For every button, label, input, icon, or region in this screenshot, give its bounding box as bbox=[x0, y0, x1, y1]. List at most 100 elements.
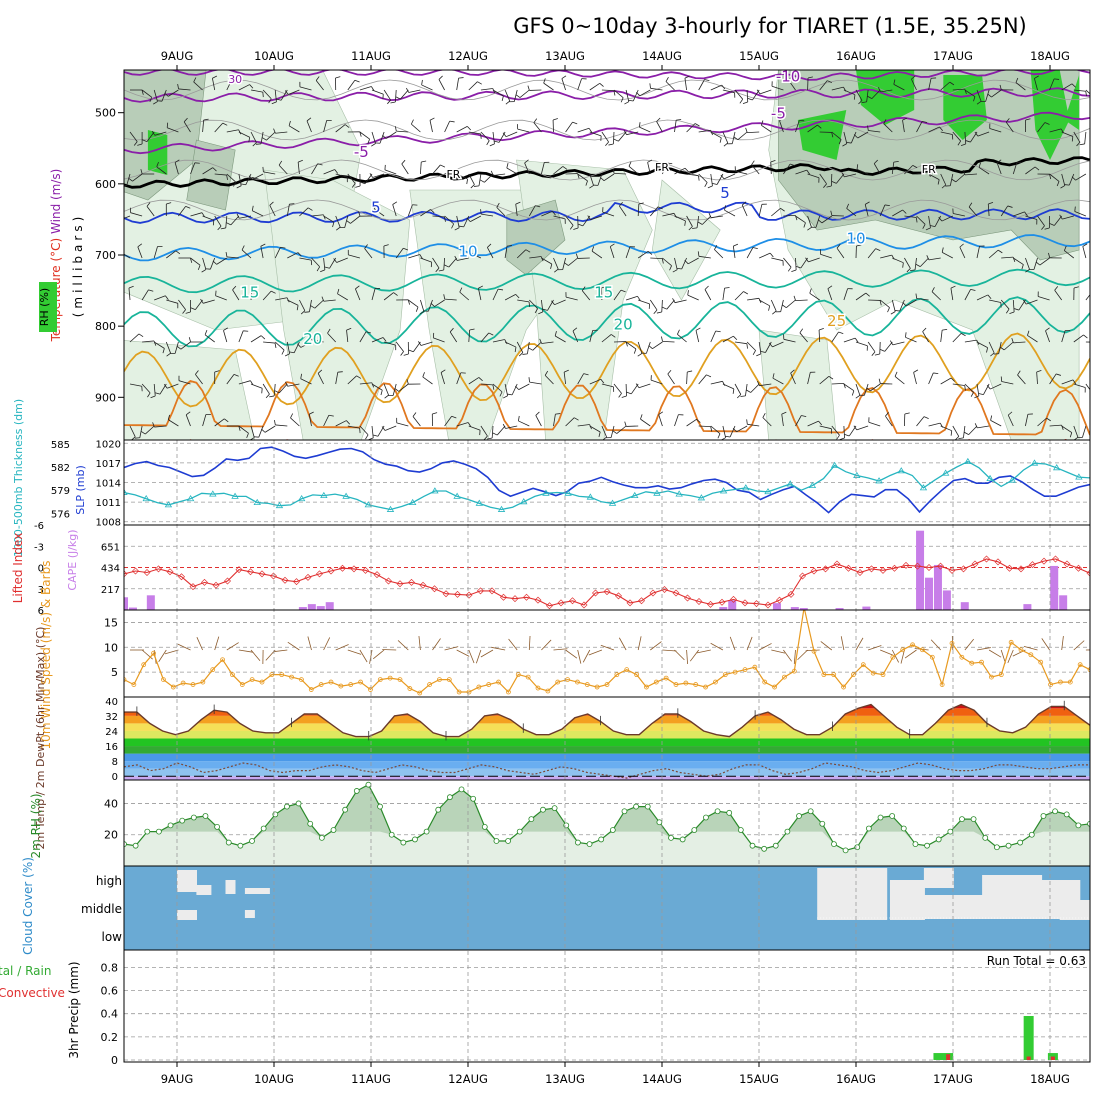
wind-barb bbox=[844, 338, 858, 342]
wind-barb-flag bbox=[1054, 79, 1059, 80]
wind-barb-10m bbox=[650, 642, 661, 650]
temperature-contour bbox=[124, 440, 1090, 470]
wind-barb-shaft bbox=[590, 83, 600, 90]
wind-barb-shaft bbox=[844, 426, 845, 438]
wind-barb-flag bbox=[687, 371, 692, 372]
ytick-label-slp: 1020 bbox=[96, 439, 121, 450]
wind-barb-flag bbox=[494, 141, 499, 142]
wind-barb bbox=[734, 132, 747, 140]
wind-barb-flag bbox=[544, 78, 546, 83]
wind-barb-flag bbox=[474, 186, 479, 187]
rh-marker bbox=[680, 837, 685, 842]
ytick-label-thickness: 579 bbox=[51, 486, 70, 497]
rh-marker bbox=[1018, 840, 1023, 845]
wind-barb-10m bbox=[783, 650, 791, 661]
wind-barb-flag bbox=[845, 434, 850, 436]
wind-barb-10m bbox=[165, 650, 178, 654]
wind-barb bbox=[662, 300, 674, 309]
wind-barb bbox=[875, 342, 880, 355]
wind-barb-flag bbox=[951, 431, 952, 436]
wind-barb-shaft bbox=[142, 341, 154, 342]
wind-barb-flag bbox=[705, 80, 710, 81]
wind-barb bbox=[1086, 342, 1099, 347]
wind-barb-10m bbox=[977, 648, 991, 650]
rh-marker bbox=[785, 829, 790, 834]
wind-barb bbox=[759, 204, 767, 216]
wind-barb-flag bbox=[666, 77, 668, 81]
wind-barb-shaft bbox=[518, 129, 530, 132]
wind-barb-shaft bbox=[659, 415, 663, 426]
wind-barb-flag bbox=[1064, 185, 1069, 186]
wind-barb-10m bbox=[457, 650, 469, 656]
wind-barb bbox=[290, 413, 299, 426]
wind-barb-flag bbox=[706, 375, 711, 377]
wind-barb-flag bbox=[751, 161, 754, 165]
wind-barb-shaft bbox=[275, 425, 287, 426]
contour-label: 15 bbox=[594, 284, 613, 302]
wind-barb-shaft bbox=[747, 424, 759, 426]
wind-barb-flag bbox=[477, 82, 481, 85]
wind-barb-flag bbox=[1098, 342, 1099, 347]
wind-barb-flag bbox=[450, 121, 455, 122]
wind-barb bbox=[433, 165, 445, 174]
wind-barb-shaft bbox=[786, 300, 795, 308]
wind-barb bbox=[735, 90, 743, 103]
wind-barb-flag bbox=[942, 329, 947, 330]
wind-barb bbox=[941, 329, 947, 342]
wind-barb-flag bbox=[955, 436, 959, 440]
wind-barb-flag bbox=[371, 143, 375, 146]
wind-barb-flag bbox=[1075, 207, 1076, 212]
wind-barb-flag bbox=[640, 414, 642, 419]
wind-barb bbox=[929, 373, 939, 384]
rh-marker bbox=[436, 807, 441, 812]
contour-label: 10 bbox=[458, 242, 477, 260]
wind-barb-flag bbox=[627, 392, 632, 394]
wind-barb-10m bbox=[1062, 636, 1064, 650]
wind-barb-shaft bbox=[433, 165, 441, 174]
wind-barb-shaft bbox=[929, 373, 934, 384]
wind-barb bbox=[782, 300, 795, 308]
ytick-label-thickness: 576 bbox=[51, 509, 70, 520]
wind-barb-shaft bbox=[251, 384, 262, 388]
wind-barb-shaft bbox=[832, 383, 844, 384]
wind-barb bbox=[746, 128, 760, 133]
wind-barb bbox=[430, 118, 434, 132]
wind-barb bbox=[384, 384, 388, 398]
wind-barb-shaft bbox=[662, 300, 663, 312]
rh-marker bbox=[948, 829, 953, 834]
date-label-top: 9AUG bbox=[161, 49, 194, 63]
wind-barb-flag bbox=[393, 202, 397, 205]
contour-label: 5 bbox=[371, 198, 381, 216]
wind-barb-flag bbox=[608, 144, 613, 145]
wind-barb-flag bbox=[266, 394, 269, 398]
rh-marker bbox=[343, 807, 348, 812]
wind-barb bbox=[761, 121, 771, 132]
wind-barb-shaft bbox=[130, 334, 139, 342]
wind-barb-10m bbox=[747, 637, 752, 650]
ytick-label-upper-air: 500 bbox=[95, 107, 116, 120]
wind-barb-shaft bbox=[965, 340, 977, 342]
wind-barb-flag bbox=[507, 394, 512, 395]
wind-barb-shaft bbox=[413, 417, 420, 426]
rh-marker bbox=[250, 838, 255, 843]
wind-barb-10m bbox=[771, 650, 785, 653]
wind-barb-shaft bbox=[536, 415, 542, 426]
rh-marker bbox=[203, 813, 208, 818]
wind-barb-flag bbox=[746, 390, 750, 392]
rh-area-low bbox=[124, 832, 1090, 866]
wind-barb-shaft bbox=[759, 204, 762, 216]
wind-barb bbox=[721, 426, 725, 440]
wind-barb bbox=[771, 258, 783, 266]
wind-barb-shaft bbox=[759, 253, 770, 258]
wind-barb bbox=[657, 300, 663, 313]
cloud-row-label: low bbox=[102, 930, 123, 944]
wind-barb-flag bbox=[422, 80, 423, 85]
wind-barb-10m bbox=[419, 636, 420, 650]
wind-barb bbox=[845, 426, 856, 436]
date-label-bottom: 10AUG bbox=[254, 1072, 294, 1086]
wind-barb-shaft bbox=[506, 132, 517, 137]
wind-barb bbox=[904, 413, 909, 426]
wind-barb-10m bbox=[509, 639, 518, 650]
contour-label: 20 bbox=[614, 316, 633, 334]
wind-barb bbox=[699, 174, 707, 187]
